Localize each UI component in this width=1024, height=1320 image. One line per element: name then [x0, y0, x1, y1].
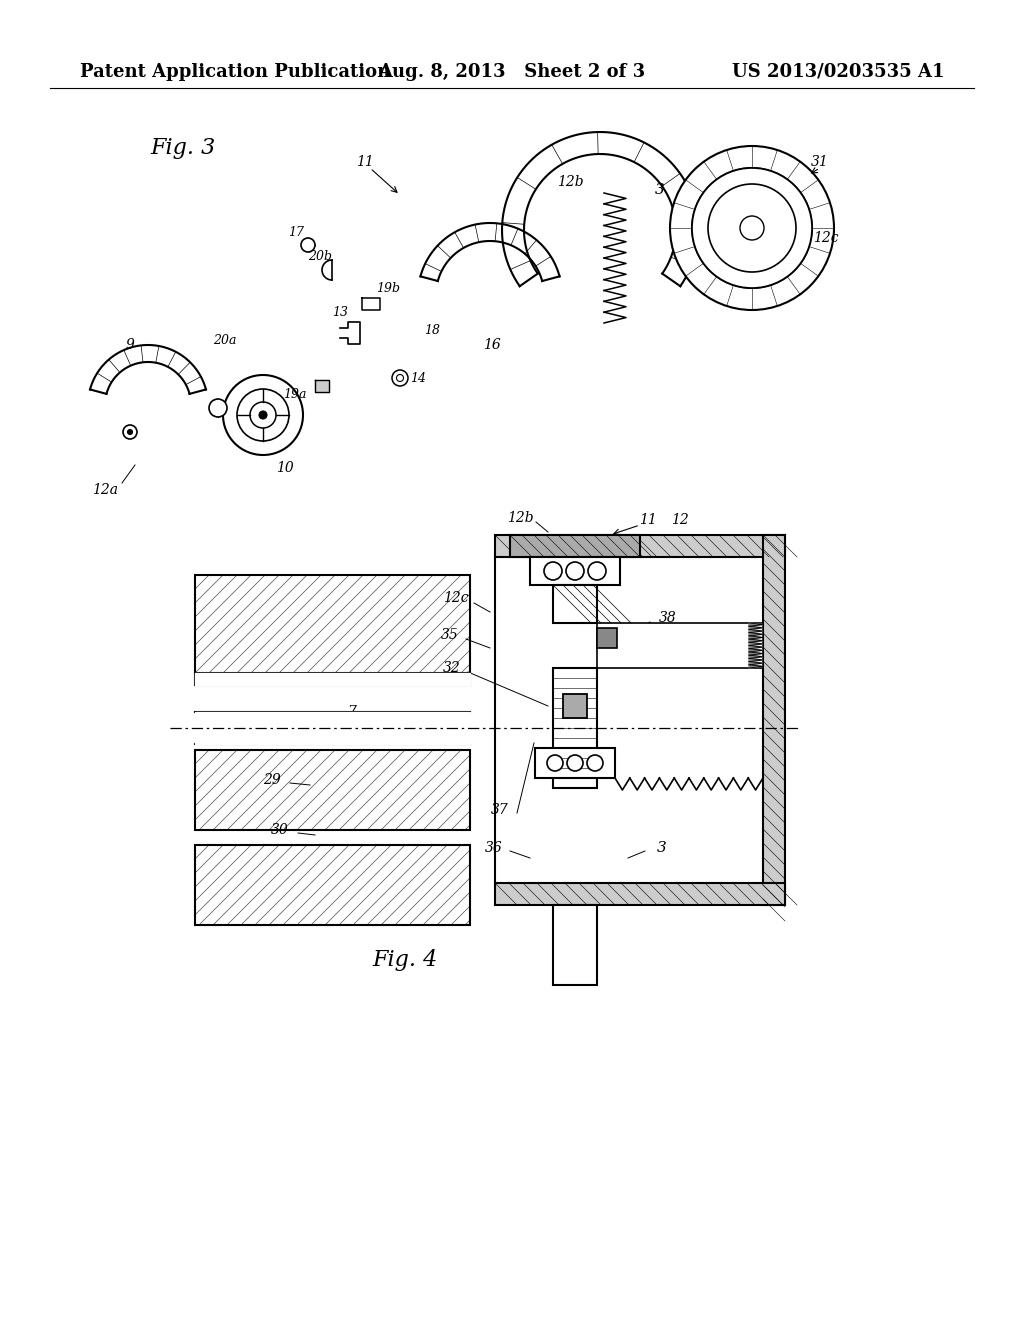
Text: Patent Application Publication: Patent Application Publication: [80, 63, 390, 81]
Circle shape: [588, 562, 606, 579]
Text: 35: 35: [441, 628, 459, 642]
Bar: [535, 748, 615, 777]
Bar: [563, 694, 587, 718]
Text: 11: 11: [639, 513, 656, 527]
Bar: [530, 557, 620, 585]
Polygon shape: [749, 632, 763, 636]
Polygon shape: [749, 623, 763, 626]
Text: 17: 17: [288, 226, 304, 239]
Circle shape: [692, 168, 812, 288]
Text: 30: 30: [271, 822, 289, 837]
Text: 3: 3: [655, 183, 665, 197]
Text: Fig. 3: Fig. 3: [150, 137, 215, 158]
Bar: [195, 576, 470, 685]
Text: 29: 29: [263, 774, 281, 787]
Text: 12a: 12a: [92, 483, 118, 498]
Text: 12a: 12a: [627, 539, 653, 552]
Polygon shape: [749, 648, 763, 652]
Circle shape: [740, 216, 764, 240]
Polygon shape: [749, 652, 763, 655]
Circle shape: [670, 147, 834, 310]
Circle shape: [396, 375, 403, 381]
Circle shape: [566, 562, 584, 579]
Text: 38: 38: [659, 611, 677, 624]
Bar: [495, 535, 785, 557]
Polygon shape: [749, 659, 763, 661]
Circle shape: [301, 238, 315, 252]
Text: 12b: 12b: [507, 511, 534, 525]
Bar: [195, 750, 470, 830]
Text: 32: 32: [443, 661, 461, 675]
Text: Aug. 8, 2013   Sheet 2 of 3: Aug. 8, 2013 Sheet 2 of 3: [379, 63, 645, 81]
Bar: [553, 668, 597, 788]
Circle shape: [708, 183, 796, 272]
Polygon shape: [749, 639, 763, 643]
Text: 20b: 20b: [308, 251, 332, 264]
Text: 12c: 12c: [813, 231, 839, 246]
Polygon shape: [749, 645, 763, 648]
Circle shape: [587, 755, 603, 771]
Polygon shape: [315, 380, 329, 392]
Text: 31: 31: [811, 154, 828, 169]
Text: 3: 3: [657, 841, 667, 855]
Text: US 2013/0203535 A1: US 2013/0203535 A1: [731, 63, 944, 81]
Circle shape: [128, 429, 132, 434]
Text: 13: 13: [332, 305, 348, 318]
Bar: [597, 628, 617, 648]
Circle shape: [123, 425, 137, 440]
Text: 36: 36: [485, 841, 503, 855]
Text: 19a: 19a: [284, 388, 307, 401]
Circle shape: [692, 168, 812, 288]
Bar: [195, 845, 470, 925]
Text: Fig. 4: Fig. 4: [372, 949, 437, 972]
Text: 19b: 19b: [376, 281, 400, 294]
Text: 14: 14: [410, 371, 426, 384]
Bar: [510, 535, 640, 557]
Text: 18: 18: [424, 323, 440, 337]
Polygon shape: [749, 661, 763, 665]
Circle shape: [392, 370, 408, 385]
Bar: [495, 883, 785, 906]
Polygon shape: [749, 636, 763, 639]
Circle shape: [209, 399, 227, 417]
Circle shape: [544, 562, 562, 579]
Circle shape: [237, 389, 289, 441]
Text: 12b: 12b: [557, 176, 584, 189]
Text: 31: 31: [647, 642, 665, 655]
Bar: [597, 623, 763, 668]
Bar: [553, 585, 597, 623]
Bar: [763, 535, 785, 906]
Polygon shape: [749, 665, 763, 668]
Circle shape: [567, 755, 583, 771]
Polygon shape: [749, 643, 763, 645]
Text: 10: 10: [276, 461, 294, 475]
Circle shape: [223, 375, 303, 455]
Circle shape: [547, 755, 563, 771]
Polygon shape: [749, 630, 763, 632]
Polygon shape: [195, 711, 470, 744]
Text: 20a: 20a: [213, 334, 237, 346]
Text: 11: 11: [356, 154, 374, 169]
Polygon shape: [749, 655, 763, 659]
Text: 7: 7: [347, 705, 356, 719]
Text: 37: 37: [492, 803, 509, 817]
Text: 12: 12: [671, 513, 689, 527]
Polygon shape: [749, 626, 763, 630]
Circle shape: [259, 411, 267, 418]
Bar: [553, 906, 597, 985]
Polygon shape: [195, 673, 470, 685]
Text: 16: 16: [483, 338, 501, 352]
Text: 9: 9: [126, 338, 134, 352]
Circle shape: [250, 403, 276, 428]
Text: 12c: 12c: [443, 591, 469, 605]
